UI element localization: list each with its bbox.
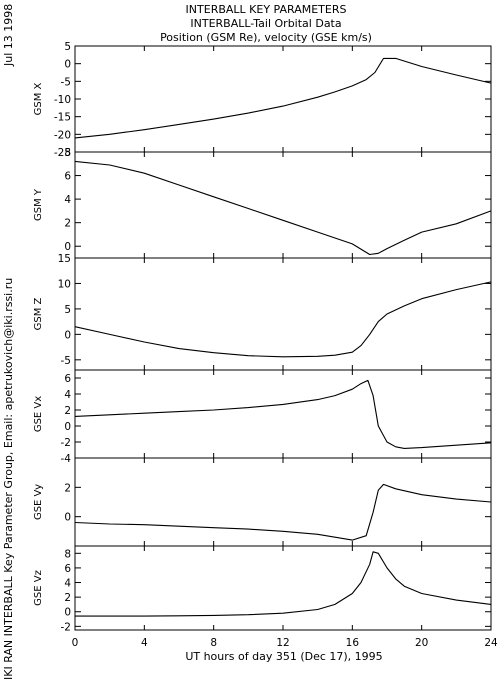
y-tick-label: 4 bbox=[64, 389, 71, 401]
series-line bbox=[74, 379, 492, 449]
title-line-3: Position (GSM Re), velocity (GSE km/s) bbox=[160, 31, 372, 44]
x-tick-label: 20 bbox=[415, 637, 428, 649]
y-tick-label: 6 bbox=[64, 373, 71, 385]
series-line bbox=[75, 551, 492, 617]
y-tick-label: -15 bbox=[54, 112, 71, 124]
series-line bbox=[74, 57, 492, 139]
y-tick-label: 10 bbox=[58, 278, 71, 290]
y-tick-label: 5 bbox=[64, 41, 71, 53]
y-tick-label: -20 bbox=[54, 129, 71, 141]
x-tick-label: 12 bbox=[276, 637, 289, 649]
panel-4: 6 4 2 0 -2 -4 GSE Vx bbox=[33, 369, 492, 465]
y-tick-label: 0 bbox=[64, 512, 71, 524]
y-tick-label: 8 bbox=[64, 147, 71, 159]
series-line bbox=[74, 281, 492, 358]
y-tick-label: 4 bbox=[64, 194, 71, 206]
y-axis-label: GSM Y bbox=[33, 188, 44, 221]
series-line bbox=[74, 160, 492, 256]
y-tick-label: -25 bbox=[54, 147, 71, 159]
y-tick-label: -5 bbox=[61, 355, 71, 367]
y-tick-label: 0 bbox=[64, 59, 71, 71]
y-axis-label: GSE Vx bbox=[33, 396, 44, 432]
y-tick-label: 4 bbox=[64, 578, 71, 590]
y-tick-label: 2 bbox=[64, 482, 71, 494]
y-tick-label: 0 bbox=[64, 241, 71, 253]
x-tick-label: 24 bbox=[484, 637, 498, 649]
y-tick-label: 6 bbox=[64, 563, 71, 575]
y-tick-label: -4 bbox=[61, 453, 72, 465]
y-tick-label: 2 bbox=[64, 405, 71, 417]
panel-6: 8 6 4 2 0 -2 GSE Vz bbox=[33, 545, 492, 633]
credit-line: IKI RAN INTERBALL Key Parameter Group, E… bbox=[2, 278, 15, 680]
y-tick-label: -10 bbox=[54, 94, 71, 106]
title-line-1: INTERBALL KEY PARAMETERS bbox=[186, 3, 347, 16]
y-tick-label: 0 bbox=[64, 421, 71, 433]
x-axis-label: UT hours of day 351 (Dec 17), 1995 bbox=[185, 650, 382, 663]
title-line-2: INTERBALL-Tail Orbital Data bbox=[190, 17, 341, 30]
x-tick-label: 16 bbox=[346, 637, 360, 649]
y-tick-label: -2 bbox=[61, 437, 71, 449]
date-stamp: Jul 13 1998 bbox=[2, 4, 15, 67]
y-tick-label: 15 bbox=[58, 253, 71, 265]
y-tick-label: 0 bbox=[64, 329, 71, 341]
series-line bbox=[74, 483, 492, 541]
x-tick-label: 4 bbox=[141, 637, 148, 649]
y-axis-label: GSM Z bbox=[33, 297, 44, 330]
y-tick-label: 2 bbox=[64, 592, 71, 604]
y-axis-label: GSE Vy bbox=[33, 484, 44, 520]
y-axis-label: GSE Vz bbox=[33, 570, 44, 606]
y-tick-label: 2 bbox=[64, 218, 71, 230]
y-tick-label: 0 bbox=[64, 607, 71, 619]
y-axis-label: GSM X bbox=[33, 82, 44, 115]
y-tick-label: -2 bbox=[61, 621, 71, 633]
y-tick-label: 8 bbox=[64, 548, 71, 560]
y-tick-label: -5 bbox=[61, 76, 71, 88]
x-tick-label: 0 bbox=[72, 637, 79, 649]
y-tick-label: 5 bbox=[64, 304, 71, 316]
y-tick-label: 6 bbox=[64, 171, 71, 183]
x-tick-label: 8 bbox=[210, 637, 217, 649]
panel-3: 15 10 5 0 -5 GSM Z bbox=[33, 253, 492, 371]
